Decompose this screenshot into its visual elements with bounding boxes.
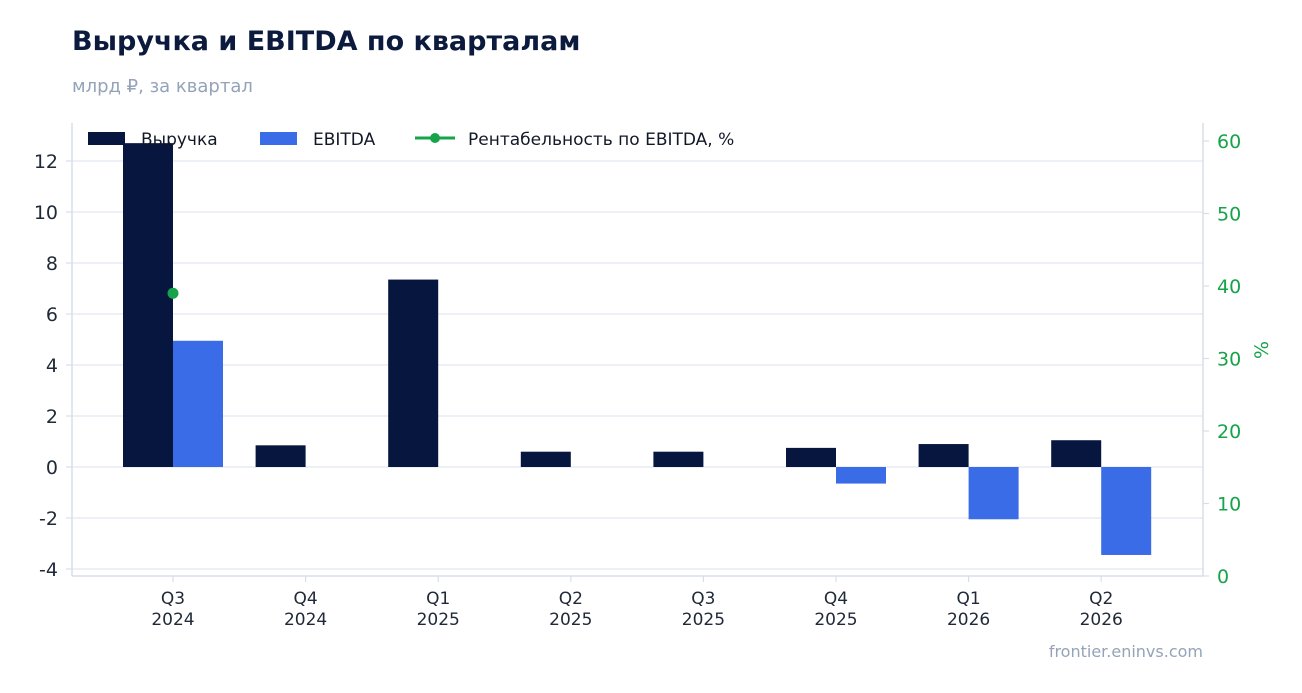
- x-tick-label-quarter: Q2: [559, 589, 583, 609]
- y2-tick-label: 30: [1217, 349, 1241, 371]
- legend-swatch-revenue: [88, 132, 125, 145]
- y-tick-label: 4: [46, 355, 58, 377]
- tick-labels: 121086420-2-46050403020100%Q32024Q42024Q…: [34, 131, 1273, 630]
- revenue-bar: [1051, 440, 1102, 467]
- legend-label-margin: Рентабельность по EBITDA, %: [468, 130, 734, 150]
- bars: [123, 143, 1152, 555]
- chart-title: Выручка и EBITDA по кварталам: [72, 26, 581, 57]
- y2-tick-label: 10: [1217, 494, 1241, 516]
- y2-tick-label: 0: [1217, 566, 1229, 588]
- x-tick-label-quarter: Q2: [1089, 589, 1113, 609]
- x-tick-label-year: 2026: [947, 610, 990, 630]
- revenue-bar: [786, 447, 836, 467]
- margin-line: [167, 287, 179, 299]
- source-credit: frontier.eninvs.com: [1048, 642, 1203, 661]
- y-tick-label: 0: [46, 457, 58, 479]
- x-tick-label-quarter: Q3: [691, 589, 715, 609]
- ebitda-bar: [173, 340, 223, 467]
- legend-label-ebitda: EBITDA: [313, 130, 376, 150]
- x-tick-label-quarter: Q1: [956, 589, 980, 609]
- y-tick-label: 8: [46, 253, 58, 275]
- x-tick-label-quarter: Q1: [426, 589, 450, 609]
- y-tick-label: -4: [39, 559, 58, 581]
- revenue-bar: [123, 143, 173, 467]
- revenue-bar: [255, 445, 306, 467]
- x-tick-label-year: 2025: [549, 610, 592, 630]
- x-tick-label-year: 2025: [682, 610, 725, 630]
- margin-point: [167, 287, 179, 299]
- y2-tick-label: 50: [1217, 204, 1241, 226]
- revenue-bar: [520, 451, 571, 467]
- x-tick-label-year: 2025: [417, 610, 460, 630]
- y-tick-label: 12: [34, 151, 58, 173]
- y2-tick-label: 60: [1217, 131, 1241, 153]
- ebitda-bar: [836, 467, 886, 484]
- x-tick-label-quarter: Q4: [824, 589, 848, 609]
- legend-label-revenue: Выручка: [141, 130, 218, 150]
- grid-lines: [72, 160, 1203, 570]
- y2-axis-label: %: [1251, 341, 1273, 359]
- x-tick-label-year: 2026: [1080, 610, 1123, 630]
- y2-tick-label: 40: [1217, 276, 1241, 298]
- revenue-bar: [918, 444, 969, 467]
- legend-swatch-ebitda: [260, 132, 297, 145]
- revenue-bar: [388, 279, 439, 467]
- x-tick-label-quarter: Q4: [293, 589, 317, 609]
- y-tick-label: 2: [46, 406, 58, 428]
- chart-subtitle: млрд ₽, за квартал: [72, 76, 253, 97]
- y-tick-label: 6: [46, 304, 58, 326]
- y-tick-label: 10: [34, 202, 58, 224]
- x-tick-label-year: 2024: [151, 610, 194, 630]
- y2-tick-label: 20: [1217, 421, 1241, 443]
- legend: Выручка EBITDA Рентабельность по EBITDA, %: [88, 130, 734, 150]
- x-tick-label-year: 2024: [284, 610, 327, 630]
- axes: [66, 123, 1209, 582]
- x-tick-label-quarter: Q3: [161, 589, 185, 609]
- x-tick-label-year: 2025: [814, 610, 857, 630]
- y-tick-label: -2: [39, 508, 58, 530]
- legend-swatch-margin-marker: [430, 133, 440, 143]
- ebitda-bar: [1101, 467, 1152, 555]
- ebitda-bar: [968, 467, 1019, 520]
- revenue-bar: [653, 451, 704, 467]
